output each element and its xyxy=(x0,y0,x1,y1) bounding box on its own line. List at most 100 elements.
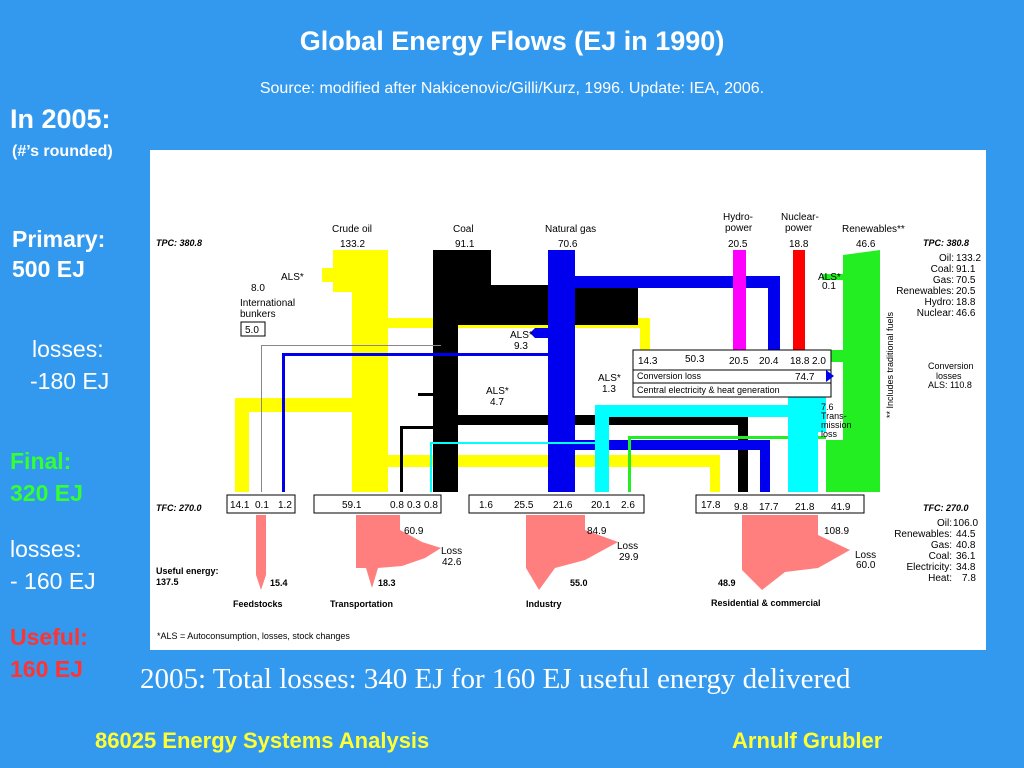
tpc-left: TPC: 380.8 xyxy=(156,238,202,248)
gas-als-arrow xyxy=(530,328,535,338)
tpc-renewables-label: Renewables: xyxy=(896,286,954,297)
tpc-hydro-label: Hydro: xyxy=(925,297,954,308)
conversion-loss-label: Conversion loss xyxy=(637,371,702,381)
renewables-als xyxy=(822,274,843,280)
central-generation-label: Central electricity & heat generation xyxy=(637,385,780,395)
als-oil-label: ALS* xyxy=(281,272,304,283)
tfc-oil-value: 106.0 xyxy=(953,518,978,529)
transmission-line2: mission xyxy=(821,420,852,430)
energy-flow-diagram: TPC: 380.8 TPC: 380.8 Crude oil 133.2 Co… xyxy=(150,150,986,650)
hydro-flow xyxy=(733,250,746,350)
tfc-ind-4: 20.1 xyxy=(591,500,611,511)
tfc-feed-3: 1.2 xyxy=(278,500,292,511)
residential-loss-label: Loss xyxy=(855,550,876,561)
bunkers-line2: bunkers xyxy=(240,309,276,320)
source-nuclear-value: 18.8 xyxy=(789,239,809,250)
tfc-res-2: 9.8 xyxy=(734,502,748,513)
als-oil-value: 8.0 xyxy=(251,283,265,294)
renewables-flows xyxy=(628,250,880,492)
final-value: 320 EJ xyxy=(10,480,83,506)
gas-to-residential-v xyxy=(760,440,770,492)
elec-to-residential xyxy=(788,382,818,492)
bunker-line-v xyxy=(261,345,262,492)
tfc-trans-1: 59.1 xyxy=(342,500,362,511)
source-hydro-line2: power xyxy=(725,223,753,234)
als-elec-value: 1.3 xyxy=(602,384,616,395)
coal-to-transport-v xyxy=(400,426,403,492)
source-crude-oil: Crude oil xyxy=(332,224,372,235)
sankey-svg: TPC: 380.8 TPC: 380.8 Crude oil 133.2 Co… xyxy=(156,212,981,641)
primary-value: 500 EJ xyxy=(12,256,85,282)
als-ren-value: 0.1 xyxy=(822,281,836,292)
tfc-trans-2: 0.8 xyxy=(390,500,404,511)
final-label: Final: xyxy=(10,448,72,474)
source-renewables: Renewables** xyxy=(842,224,905,235)
source-coal-value: 91.1 xyxy=(455,239,475,250)
residential-useful: 48.9 xyxy=(718,578,736,588)
electricity-flows xyxy=(430,382,818,492)
industry-loss-label: Loss xyxy=(617,541,638,552)
tfc-renewables-label: Renewables: xyxy=(894,529,952,540)
tfc-feed-1: 14.1 xyxy=(230,500,250,511)
elec-to-industry-h xyxy=(595,405,788,417)
footer-author: Arnulf Grubler xyxy=(732,728,883,753)
tpc-coal-value: 91.1 xyxy=(956,264,976,275)
coal-als-branch xyxy=(418,393,433,396)
tpc-oil-value: 133.2 xyxy=(956,253,981,264)
feedstocks-useful-arrow xyxy=(256,515,266,590)
oil-flows xyxy=(235,250,720,492)
tfc-heat-label: Heat: xyxy=(928,573,952,584)
central-generation-box xyxy=(632,349,832,398)
source-coal: Coal xyxy=(453,224,474,235)
tfc-trans-4: 0.8 xyxy=(424,500,438,511)
footer-course: 86025 Energy Systems Analysis xyxy=(95,728,430,753)
transmission-line3: loss xyxy=(821,429,838,439)
tpc-oil-label: Oil: xyxy=(939,253,954,264)
gas-trunk xyxy=(548,250,575,492)
source-natural-gas: Natural gas xyxy=(545,224,596,235)
tfc-electricity-label: Electricity: xyxy=(906,562,952,573)
tfc-res-5: 41.9 xyxy=(831,502,851,513)
tpc-gas-value: 70.5 xyxy=(956,275,976,286)
tfc-renewables-value: 44.5 xyxy=(956,529,976,540)
source-nuclear-line2: power xyxy=(785,223,813,234)
transport-loss-value: 42.6 xyxy=(442,557,462,568)
als-ren-label: ALS* xyxy=(818,272,841,283)
transmission-line1: Trans- xyxy=(821,411,847,421)
source-natural-gas-value: 70.6 xyxy=(558,239,578,250)
renewables-to-industry-h xyxy=(628,436,826,439)
oil-als-branch xyxy=(322,268,334,282)
conversion-loss-value: 74.7 xyxy=(795,372,815,383)
primary-label: Primary: xyxy=(12,226,106,252)
tfc-coal-label: Coal: xyxy=(929,551,952,562)
traditional-note: ** Includes traditional fuels xyxy=(885,311,895,418)
residential-loss-value: 60.0 xyxy=(856,560,876,571)
source-hydro-line1: Hydro- xyxy=(723,212,753,223)
sidebar-heading: In 2005: xyxy=(10,104,111,134)
als-footnote: *ALS = Autoconsumption, losses, stock ch… xyxy=(157,631,350,641)
tpc-nuclear-value: 46.6 xyxy=(956,308,976,319)
tfc-box-feedstocks xyxy=(226,494,296,514)
conversion-losses-line3: ALS: 110.8 xyxy=(928,380,972,390)
source-nuclear-line1: Nuclear- xyxy=(781,212,819,223)
useful-label: Useful: xyxy=(10,624,88,650)
total-losses-caption: 2005: Total losses: 340 EJ for 160 EJ us… xyxy=(140,663,851,695)
central-val-5: 18.8 xyxy=(790,356,810,367)
tfc-box-transport xyxy=(313,494,442,514)
final-losses-value: - 160 EJ xyxy=(10,568,96,594)
oil-main-trunk xyxy=(333,250,388,292)
tpc-right: TPC: 380.8 xyxy=(923,238,969,248)
central-val-2: 50.3 xyxy=(685,354,705,365)
sidebar-subheading: (#’s rounded) xyxy=(12,143,113,160)
tpc-hydro-value: 18.8 xyxy=(956,297,976,308)
sector-residential: Residential & commercial xyxy=(711,598,821,608)
tfc-ind-5: 2.6 xyxy=(621,500,635,511)
industry-useful-arrow xyxy=(526,515,618,590)
tpc-coal-label: Coal: xyxy=(931,264,954,275)
renewables-to-industry-v xyxy=(628,436,631,492)
central-val-4: 20.4 xyxy=(759,356,779,367)
als-gas-label: ALS* xyxy=(510,330,533,341)
nuclear-flow xyxy=(793,250,805,350)
sector-industry: Industry xyxy=(526,599,562,609)
oil-central-drop xyxy=(640,318,650,350)
